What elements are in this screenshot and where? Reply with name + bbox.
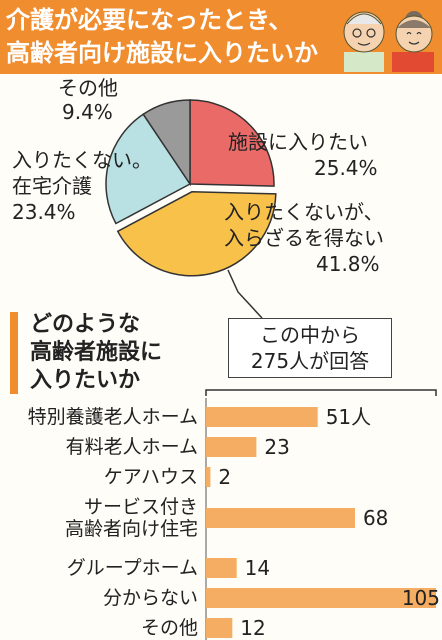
pie-label-other-name: その他	[58, 76, 118, 100]
pie-label-shisetsu-pct: 25.4%	[314, 156, 378, 180]
pie-label-zaitaku-pct: 23.4%	[12, 200, 76, 224]
chart-title-line1: 介護が必要になったとき、	[6, 6, 293, 34]
pie-label-zaitaku-line1: 入りたくない。	[12, 148, 152, 172]
section-title-line2: 高齢者施設に	[30, 340, 163, 365]
pie-leader-line	[227, 269, 263, 319]
bar-value-label: 51人	[326, 405, 371, 429]
bar-value-label: 105	[402, 586, 440, 610]
pie-slice-yamunashi	[116, 191, 277, 277]
pie-label-yamunashi-line2: 入らざるを得ない	[224, 226, 384, 250]
bar	[206, 508, 355, 528]
bar-value-label: 68	[363, 506, 388, 530]
pie-label-zaitaku-line2: 在宅介護	[12, 174, 92, 198]
bar	[206, 407, 318, 427]
bar-value-label: 23	[264, 435, 289, 459]
section-accent-bar	[10, 312, 18, 394]
pie-label-other-pct: 9.4%	[62, 100, 113, 124]
bar	[206, 588, 436, 608]
bar-category-label: グループホーム	[66, 557, 198, 579]
header-banner: 介護が必要になったとき、 高齢者向け施設に入りたいか	[0, 0, 442, 74]
pie-slice-zaitaku	[105, 113, 192, 225]
callout-line2: 275人が回答	[250, 349, 370, 373]
elderly-woman-icon	[392, 11, 434, 72]
bar-value-label: 12	[240, 616, 265, 640]
bar-value-label: 14	[245, 556, 270, 580]
bar-category-label: サービス付き	[83, 496, 198, 518]
section-title-line1: どのような	[30, 312, 141, 337]
bar	[206, 558, 237, 578]
bar-category-label: 有料老人ホーム	[65, 436, 198, 458]
respondents-callout: この中から 275人が回答	[228, 318, 392, 378]
callout-line1: この中から	[260, 323, 360, 347]
pie-label-yamunashi-pct: 41.8%	[316, 252, 380, 276]
bar-category-label: ケアハウス	[103, 466, 198, 488]
bar-group-bracket	[205, 389, 437, 396]
bar	[206, 618, 233, 638]
bar	[206, 437, 257, 457]
section-title-line3: 入りたいか	[30, 368, 141, 393]
pie-label-yamunashi-line1: 入りたくないが、	[224, 200, 384, 224]
bar-category-label: 高齢者向け住宅	[64, 518, 198, 540]
pie-chart	[105, 99, 277, 319]
elderly-couple-illustration	[343, 11, 434, 72]
pie-slice-other	[142, 99, 191, 187]
pie-slice-shisetsu	[189, 99, 275, 187]
pie-label-shisetsu-name: 施設に入りたい	[228, 130, 368, 154]
bar-category-label: 分からない	[102, 587, 198, 609]
bar	[206, 467, 211, 487]
bar-value-label: 2	[218, 465, 231, 489]
bar-chart: 51人 23 2 68 14 105 12	[205, 389, 440, 640]
bar-category-label: 特別養護老人ホーム	[27, 406, 198, 428]
elderly-man-icon	[343, 11, 385, 72]
bar-category-label: その他	[140, 617, 198, 639]
chart-title-line2: 高齢者向け施設に入りたいか	[6, 39, 318, 67]
